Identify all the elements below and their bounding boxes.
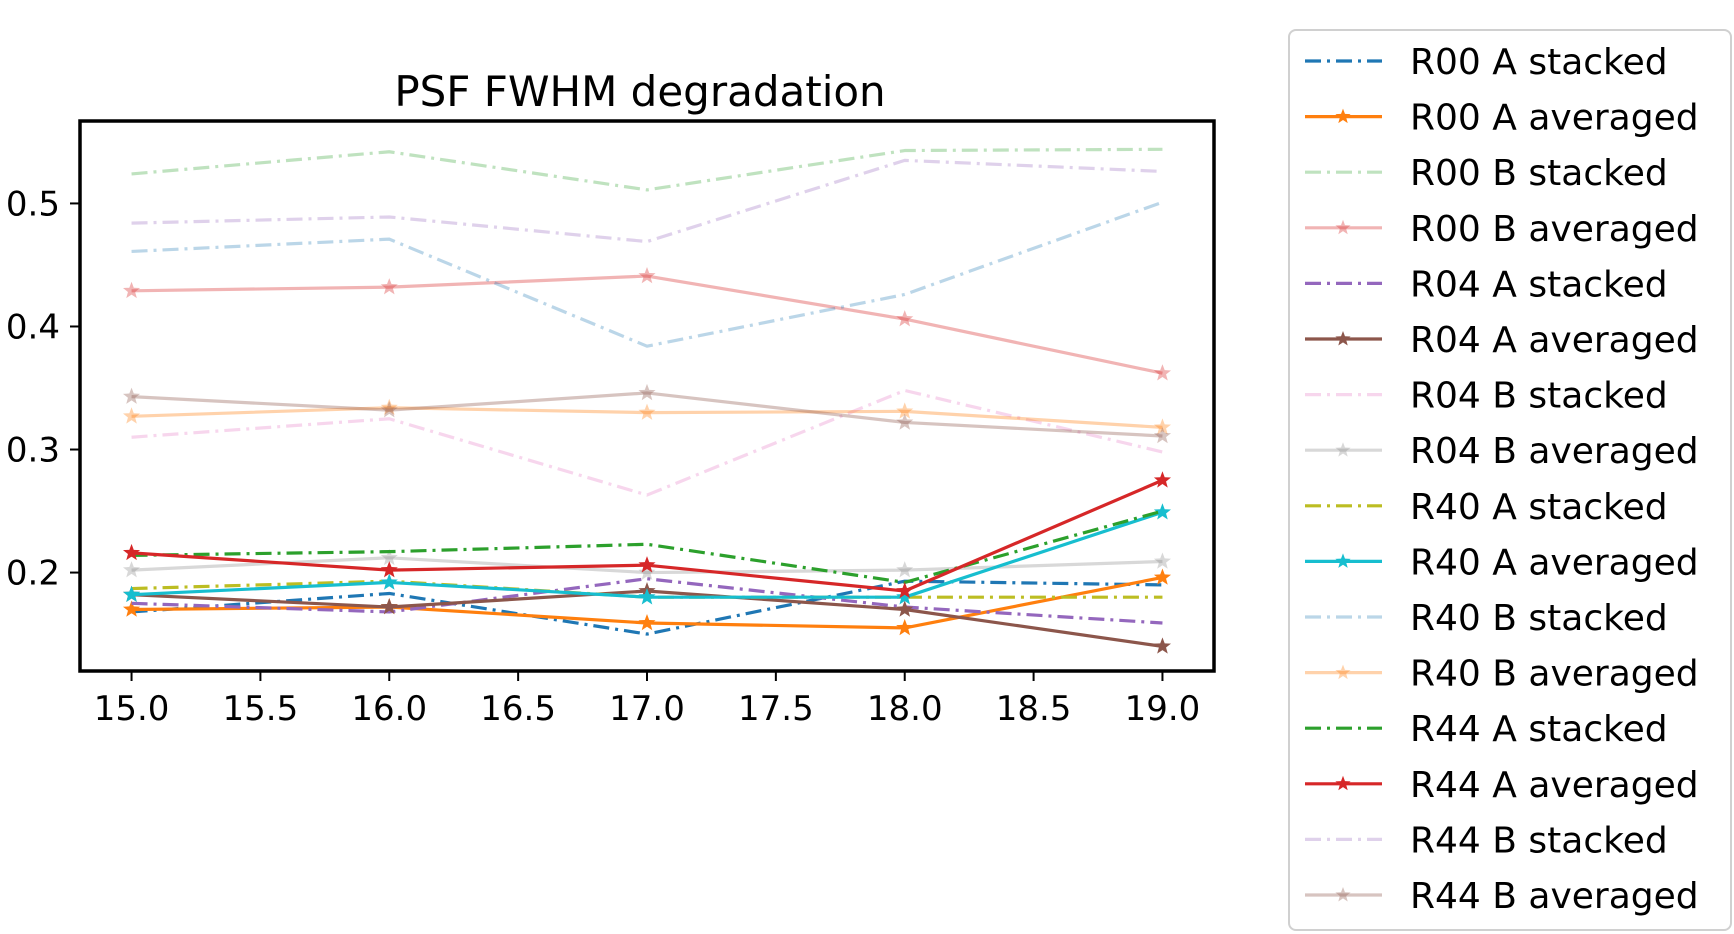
series-9-point-4 xyxy=(1153,503,1172,520)
series-3-point-2 xyxy=(638,267,656,284)
x-tick-label: 16.5 xyxy=(480,689,556,729)
series-11-point-0 xyxy=(122,407,141,424)
x-tick-label: 18.0 xyxy=(867,689,943,729)
legend-label-10: R40 B stacked xyxy=(1410,598,1668,639)
legend-label-5: R04 A averaged xyxy=(1410,320,1699,361)
x-tick-label: 16.0 xyxy=(351,689,427,729)
legend-marker-15 xyxy=(1335,887,1351,902)
series-7-point-3 xyxy=(896,561,914,578)
legend-label-8: R40 A stacked xyxy=(1410,487,1668,528)
series-1-point-0 xyxy=(122,600,141,617)
series-9-point-1 xyxy=(380,573,398,590)
series-11-point-2 xyxy=(638,403,656,420)
series-line-6 xyxy=(131,388,1163,497)
series-line-15 xyxy=(131,391,1163,438)
series-3-point-4 xyxy=(1153,364,1172,381)
y-tick-label: 0.2 xyxy=(6,554,60,594)
series-15-point-1 xyxy=(380,401,398,418)
series-5-point-4 xyxy=(1153,637,1172,654)
series-15-point-2 xyxy=(638,383,656,401)
y-tick-label: 0.4 xyxy=(6,307,60,347)
legend-label-11: R40 B averaged xyxy=(1410,654,1699,695)
y-tick-label: 0.3 xyxy=(6,431,60,471)
series-3-point-1 xyxy=(380,278,398,295)
series-13-point-4 xyxy=(1153,471,1172,488)
legend-label-9: R40 A averaged xyxy=(1410,542,1699,583)
series-line-3 xyxy=(131,274,1163,375)
series-1-point-4 xyxy=(1153,568,1172,585)
series-7-point-2 xyxy=(638,563,656,580)
series-line-2 xyxy=(131,147,1163,192)
series-11-point-1 xyxy=(380,398,398,415)
legend-label-2: R00 B stacked xyxy=(1410,153,1668,194)
legend-marker-9 xyxy=(1335,553,1351,568)
legend-label-14: R44 B stacked xyxy=(1410,820,1668,861)
y-tick-label: 0.5 xyxy=(6,184,60,224)
legend-marker-13 xyxy=(1335,775,1351,791)
series-3-point-0 xyxy=(122,281,141,299)
series-13-point-1 xyxy=(380,561,398,578)
x-tick-label: 19.0 xyxy=(1125,689,1201,729)
chart-title: PSF FWHM degradation xyxy=(394,67,885,116)
x-tick-label: 17.0 xyxy=(609,689,685,729)
legend-marker-7 xyxy=(1335,442,1351,457)
series-line-10 xyxy=(131,200,1163,348)
legend-marker-11 xyxy=(1335,664,1351,680)
series-5-point-3 xyxy=(896,600,914,617)
series-7-point-0 xyxy=(122,561,141,578)
series-15-point-4 xyxy=(1153,426,1172,444)
series-9-point-2 xyxy=(638,588,656,605)
legend-label-15: R44 B averaged xyxy=(1410,876,1699,917)
legend-label-3: R00 B averaged xyxy=(1410,209,1699,250)
series-11-point-4 xyxy=(1153,418,1172,435)
series-1-point-2 xyxy=(638,614,656,631)
series-15-point-0 xyxy=(122,387,141,404)
series-line-8 xyxy=(131,579,1163,599)
series-13-point-3 xyxy=(896,582,914,599)
legend-label-6: R04 B stacked xyxy=(1410,376,1668,417)
series-7-point-4 xyxy=(1153,552,1172,569)
legend-label-13: R44 A averaged xyxy=(1410,765,1699,806)
legend-label-1: R00 A averaged xyxy=(1410,98,1699,139)
x-tick-label: 15.0 xyxy=(94,689,170,729)
x-tick-label: 15.5 xyxy=(223,689,299,729)
series-line-0 xyxy=(131,579,1163,636)
legend: R00 A stacked R00 A averaged R00 B stacked… xyxy=(1288,29,1732,931)
legend-marker-5 xyxy=(1335,331,1351,346)
series-9-point-0 xyxy=(122,585,141,602)
series-1-point-3 xyxy=(896,618,914,636)
series-3-point-3 xyxy=(896,310,914,327)
series-9-point-3 xyxy=(896,588,914,605)
series-13-point-0 xyxy=(122,543,141,561)
series-5-point-1 xyxy=(380,598,398,615)
legend-label-7: R04 B averaged xyxy=(1410,431,1699,472)
x-tick-label: 18.5 xyxy=(996,689,1072,729)
legend-label-4: R04 A stacked xyxy=(1410,264,1668,305)
x-tick-label: 17.5 xyxy=(738,689,814,729)
legend-marker-3 xyxy=(1335,219,1351,235)
plot-area: 15.0 15.5 16.0 16.5 17.0 17.5 18.0 18.5 19.0 0.2 0… xyxy=(6,119,1216,729)
legend-marker-1 xyxy=(1335,108,1351,124)
legend-label-0: R00 A stacked xyxy=(1410,42,1668,83)
legend-box xyxy=(1288,29,1732,931)
legend-label-12: R44 A stacked xyxy=(1410,709,1668,750)
series-15-point-3 xyxy=(896,413,914,430)
series-line-11 xyxy=(131,406,1163,429)
series-line-14 xyxy=(131,158,1163,244)
series-13-point-2 xyxy=(638,556,656,573)
series-11-point-3 xyxy=(896,402,914,419)
series-7-point-1 xyxy=(380,548,398,566)
